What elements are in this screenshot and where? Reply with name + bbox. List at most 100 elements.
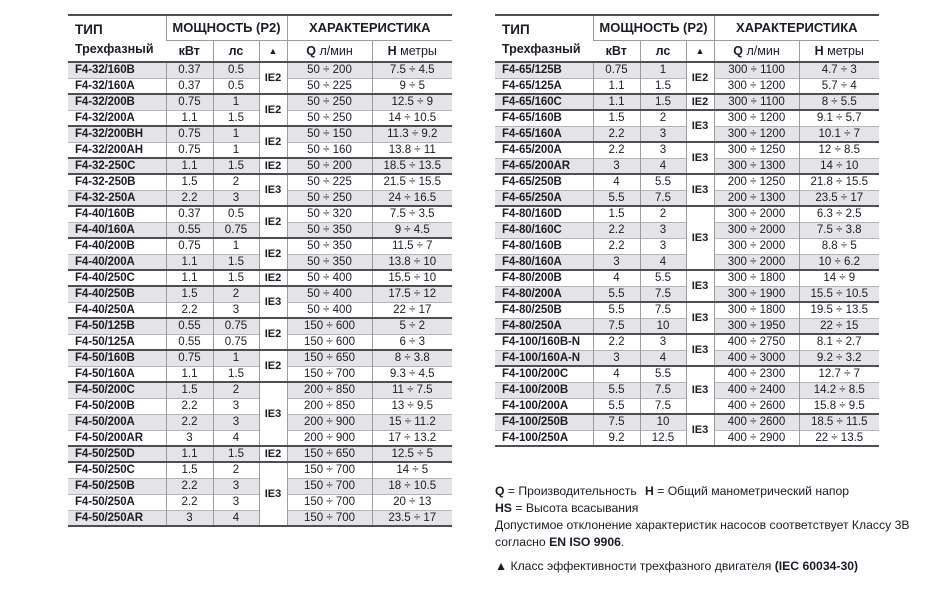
flow-range-cell: 300 ÷ 1950 [713, 317, 799, 334]
head-range-cell: 12 ÷ 8.5 [798, 141, 880, 158]
pump-spec-table-right-wrap: ТИП Трехфазный МОЩНОСТЬ (P2) ХАРАКТЕРИСТ… [495, 14, 880, 447]
head-unit: метры [827, 43, 864, 58]
tolerance-prefix: согласно [495, 535, 550, 549]
flow-range-cell: 400 ÷ 2750 [713, 333, 799, 350]
pump-model-cell: F4-40/250C [68, 269, 166, 286]
table-row: F4-80/160A 3 4 300 ÷ 2000 10 ÷ 6.2 [495, 253, 880, 270]
head-range-cell: 9 ÷ 5 [371, 77, 453, 94]
power-hp-cell: 5.5 [639, 365, 686, 382]
power-kw-cell: 2.2 [592, 141, 640, 158]
table-row: F4-50/250B 2.2 3 150 ÷ 700 18 ÷ 10.5 [68, 477, 453, 494]
efficiency-class-cell: IE3 [685, 413, 714, 447]
pump-model-cell: F4-50/250B [68, 477, 166, 494]
power-kw-cell: 7.5 [592, 413, 640, 430]
pump-model-cell: F4-32-250C [68, 157, 166, 174]
type-title: ТИП [75, 22, 103, 37]
legend-line-hs: HS = Высота всасывания [495, 500, 943, 517]
head-range-cell: 19.5 ÷ 13.5 [798, 301, 880, 318]
table-row: F4-50/160B 0.75 1 IE2 150 ÷ 650 8 ÷ 3.8 [68, 349, 453, 383]
power-hp-cell: 1 [212, 349, 259, 366]
pump-model-cell: F4-50/200B [68, 397, 166, 414]
legend-hs-term: HS [495, 501, 512, 515]
power-hp-cell: 7.5 [639, 397, 686, 414]
power-kw-cell: 0.37 [165, 61, 213, 78]
head-range-cell: 18 ÷ 10.5 [371, 477, 453, 494]
power-kw-cell: 2.2 [592, 237, 640, 254]
power-kw-cell: 1.5 [165, 285, 213, 302]
flow-range-cell: 300 ÷ 1100 [713, 93, 799, 110]
flow-range-cell: 50 ÷ 350 [286, 221, 372, 238]
power-kw-cell: 0.55 [165, 317, 213, 334]
efficiency-class-cell: IE2 [685, 93, 714, 111]
head-unit: метры [400, 43, 437, 58]
power-hp-cell: 1 [212, 93, 259, 110]
head-range-cell: 9.1 ÷ 5.7 [798, 109, 880, 126]
flow-range-cell: 400 ÷ 3000 [713, 349, 799, 366]
table-row: F4-50/200AR 3 4 200 ÷ 900 17 ÷ 13.2 [68, 429, 453, 446]
power-hp-cell: 0.75 [212, 221, 259, 238]
pump-model-cell: F4-32/200BH [68, 125, 166, 142]
power-kw-cell: 0.75 [165, 237, 213, 254]
column-header-kw: кВт [593, 40, 640, 63]
table-header: ТИП Трехфазный МОЩНОСТЬ (P2) ХАРАКТЕРИСТ… [495, 15, 880, 63]
efficiency-class-cell: IE2 [258, 317, 287, 351]
flow-range-cell: 300 ÷ 1200 [713, 125, 799, 142]
column-header-flow: Q л/мин [286, 40, 372, 63]
flow-range-cell: 400 ÷ 2600 [713, 397, 799, 414]
efficiency-class-cell: IE2 [258, 445, 287, 463]
table-row: F4-65/125A 1.1 1.5 300 ÷ 1200 5.7 ÷ 4 [495, 77, 880, 94]
power-kw-cell: 2.2 [165, 493, 213, 510]
pump-model-cell: F4-100/200C [495, 365, 593, 382]
flow-range-cell: 150 ÷ 700 [286, 365, 372, 382]
legend-q: Q = Производительность [495, 483, 645, 500]
column-header-head: H метры [371, 40, 453, 63]
power-hp-cell: 2 [212, 461, 259, 478]
table-row: F4-50/250C 1.5 2 IE3 150 ÷ 700 14 ÷ 5 [68, 461, 453, 527]
pump-model-cell: F4-50/250AR [68, 509, 166, 527]
power-kw-cell: 9.2 [592, 429, 640, 447]
flow-range-cell: 50 ÷ 250 [286, 109, 372, 126]
head-range-cell: 12.7 ÷ 7 [798, 365, 880, 382]
power-hp-cell: 0.5 [212, 205, 259, 222]
power-kw-cell: 0.75 [165, 349, 213, 366]
power-hp-cell: 0.75 [212, 317, 259, 334]
table-row: F4-65/160C 1.1 1.5 IE2 300 ÷ 1100 8 ÷ 5.5 [495, 93, 880, 111]
table-body: F4-32/160B 0.37 0.5 IE2 50 ÷ 200 7.5 ÷ 4.5 F4-… [68, 61, 453, 527]
column-header-hp: лс [212, 40, 259, 63]
power-kw-cell: 3 [165, 509, 213, 527]
power-hp-cell: 2 [639, 109, 686, 126]
power-kw-cell: 1.1 [165, 365, 213, 382]
table-row: F4-50/200C 1.5 2 IE3 200 ÷ 850 11 ÷ 7.5 [68, 381, 453, 447]
power-kw-cell: 1.1 [165, 253, 213, 270]
flow-range-cell: 400 ÷ 2600 [713, 413, 799, 430]
power-hp-cell: 3 [212, 477, 259, 494]
head-range-cell: 6.3 ÷ 2.5 [798, 205, 880, 222]
head-range-cell: 20 ÷ 13 [371, 493, 453, 510]
pump-model-cell: F4-100/160B-N [495, 333, 593, 350]
power-kw-cell: 2.2 [165, 189, 213, 206]
power-hp-cell: 1.5 [212, 157, 259, 174]
head-range-cell: 7.5 ÷ 4.5 [371, 61, 453, 78]
pump-model-cell: F4-40/250B [68, 285, 166, 302]
pump-model-cell: F4-50/125B [68, 317, 166, 334]
power-hp-cell: 4 [212, 509, 259, 527]
pump-model-cell: F4-50/200A [68, 413, 166, 430]
head-letter: H [387, 43, 397, 58]
head-range-cell: 17.5 ÷ 12 [371, 285, 453, 302]
flow-range-cell: 50 ÷ 350 [286, 237, 372, 254]
head-range-cell: 9 ÷ 4.5 [371, 221, 453, 238]
power-kw-cell: 0.75 [165, 125, 213, 142]
table-row: F4-40/250A 2.2 3 50 ÷ 400 22 ÷ 17 [68, 301, 453, 318]
head-letter: H [814, 43, 824, 58]
table-row: F4-80/200B 4 5.5 IE3 300 ÷ 1800 14 ÷ 9 [495, 269, 880, 303]
head-range-cell: 5 ÷ 2 [371, 317, 453, 334]
table-row: F4-65/160B 1.5 2 IE3 300 ÷ 1200 9.1 ÷ 5.7 [495, 109, 880, 143]
head-range-cell: 23.5 ÷ 17 [798, 189, 880, 206]
head-range-cell: 23.5 ÷ 17 [371, 509, 453, 527]
power-kw-cell: 1.1 [165, 269, 213, 286]
column-header-power: МОЩНОСТЬ (P2) [592, 15, 714, 41]
power-hp-cell: 1.5 [212, 109, 259, 126]
flow-range-cell: 200 ÷ 1250 [713, 173, 799, 190]
power-kw-cell: 0.37 [165, 77, 213, 94]
efficiency-note-text: Класс эффективности трехфазного двигател… [507, 559, 775, 573]
